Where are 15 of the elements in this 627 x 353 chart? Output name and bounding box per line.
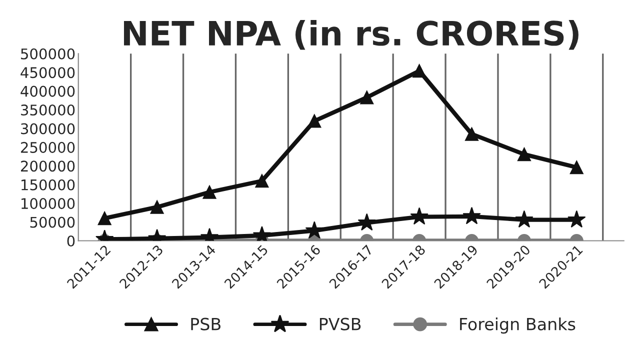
y-tick-label: 50000 — [30, 216, 75, 228]
chart-title: NET NPA (in rs. CRORES) — [124, 20, 578, 50]
y-tick-label: 350000 — [21, 104, 75, 116]
y-tick-label: 150000 — [22, 179, 75, 190]
y-tick-label: 500000 — [21, 48, 75, 60]
y-tick-label: 100000 — [22, 198, 75, 210]
y-tick-label: 0 — [67, 235, 75, 246]
y-tick-label: 300000 — [21, 123, 75, 134]
y-tick-label: 450000 — [20, 67, 75, 78]
legend-label: Foreign Banks — [460, 317, 576, 334]
legend-label: PSB — [191, 318, 220, 330]
y-tick-label: 400000 — [20, 86, 75, 97]
y-tick-label: 250000 — [20, 142, 75, 153]
legend-label: PVSB — [320, 318, 361, 330]
y-tick-label: 200000 — [20, 160, 75, 172]
